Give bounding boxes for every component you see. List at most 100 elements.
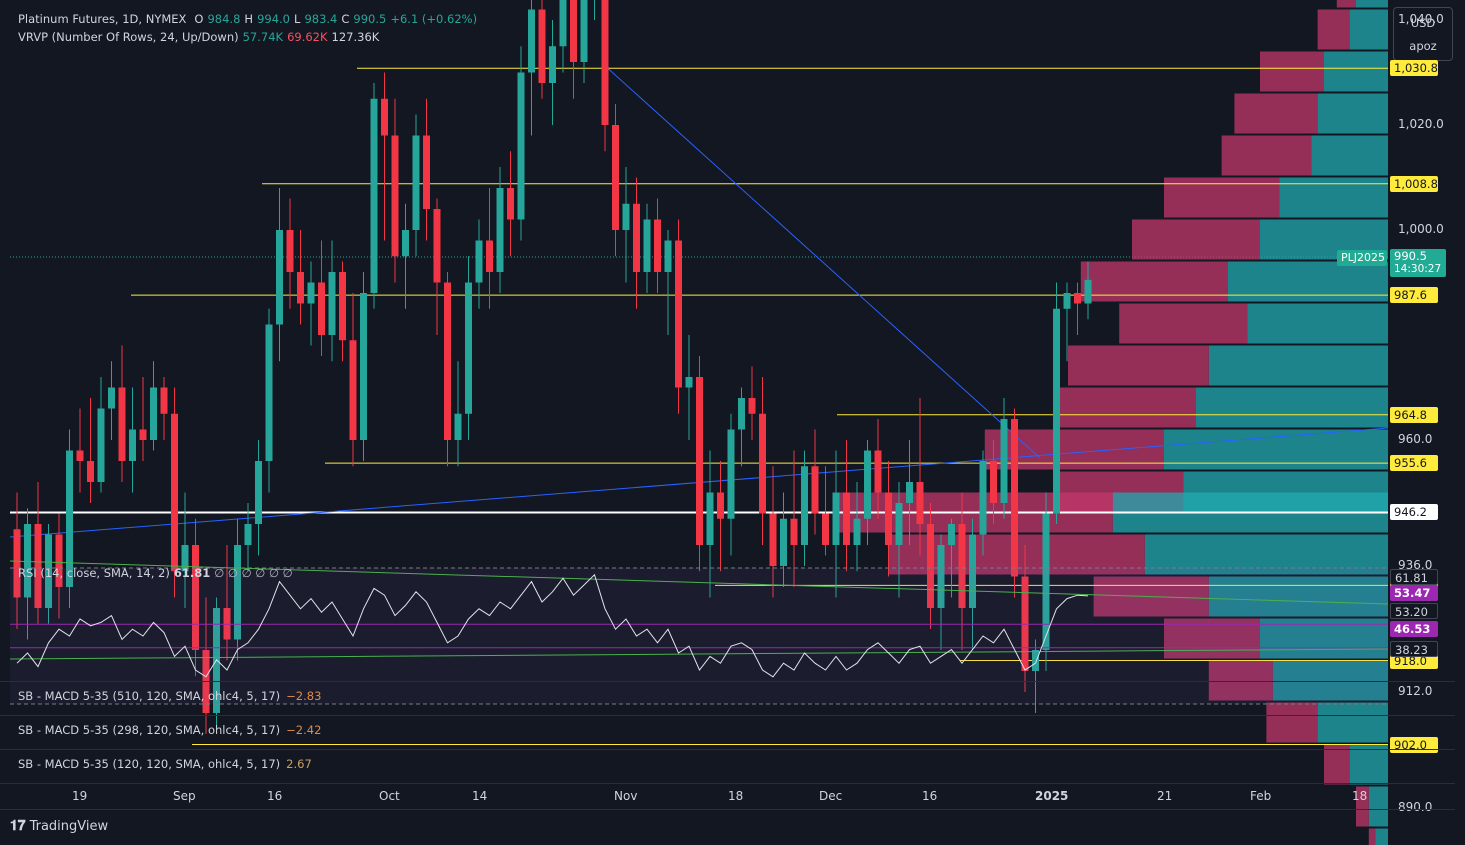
candle-body [601, 0, 609, 125]
candle [601, 0, 609, 152]
pane-divider [0, 783, 1455, 784]
candle [654, 198, 661, 293]
candle [276, 188, 283, 362]
macd-legend-2[interactable]: SB - MACD 5-35 (298, 120, SMA, ohlc4, 5,… [18, 723, 321, 737]
candle [801, 450, 808, 566]
candle [696, 356, 703, 572]
candle [118, 345, 126, 482]
rsi-axis-tag: 53.47 [1390, 585, 1438, 601]
symbol-title[interactable]: Platinum Futures, 1D, NYMEX [18, 12, 187, 26]
low-label: L [294, 12, 301, 26]
candle-body [790, 518, 798, 545]
vrvp-legend[interactable]: VRVP (Number Of Rows, 24, Up/Down) 57.74… [18, 30, 379, 44]
candle [675, 219, 682, 414]
candle-body [727, 429, 735, 519]
rsi-label[interactable]: RSI (14, close, SMA, 14, 2) [18, 566, 170, 580]
rsi-axis-tag: 46.53 [1390, 621, 1438, 637]
candle [769, 466, 777, 598]
candle [433, 198, 441, 335]
rsi-upper-trend [9, 560, 1389, 605]
change-value: +6.1 (+0.62%) [390, 12, 478, 26]
candle-body [811, 466, 819, 514]
candle [517, 46, 525, 241]
rsi-legend[interactable]: RSI (14, close, SMA, 14, 2) 61.81 ∅ ∅ ∅ … [18, 566, 293, 580]
time-tick: Oct [379, 789, 400, 803]
candle [594, 0, 595, 20]
candle [76, 408, 84, 493]
pane-divider[interactable] [0, 715, 1455, 716]
candle [1000, 398, 1008, 519]
candle [570, 0, 577, 99]
vp-up-bar [1356, 0, 1388, 8]
candle [853, 482, 861, 572]
candle [66, 429, 73, 608]
vp-up-bar [1375, 828, 1388, 845]
pane-divider[interactable] [0, 681, 1455, 682]
candle-body [549, 46, 556, 83]
time-tick: Dec [819, 789, 843, 803]
candle-body [874, 450, 882, 493]
candle-body [570, 0, 577, 62]
candle-body [1063, 293, 1071, 309]
candle [580, 0, 588, 83]
symbol-legend[interactable]: Platinum Futures, 1D, NYMEX O 984.8 H 994.… [18, 12, 477, 26]
level-price-tag: 1,030.8 [1390, 60, 1438, 77]
candle-body [360, 293, 367, 440]
vp-up-bar [1208, 345, 1388, 386]
candle [181, 492, 189, 608]
candle-body [328, 272, 336, 335]
tradingview-logo[interactable]: 𝟏𝟕 TradingView [10, 818, 108, 834]
candle-body [108, 387, 115, 409]
candle-body [654, 219, 661, 272]
vrvp-label[interactable]: VRVP (Number Of Rows, 24, Up/Down) [18, 30, 239, 44]
candle-body [969, 534, 976, 608]
candle-body [118, 387, 126, 461]
candle [885, 461, 892, 577]
candle-body [780, 518, 787, 566]
candle [360, 272, 367, 461]
candle [286, 198, 294, 309]
rsi-lower-trend [9, 648, 1389, 660]
macd-legend-1[interactable]: SB - MACD 5-35 (510, 120, SMA, ohlc4, 5,… [18, 689, 321, 703]
candle [318, 240, 325, 356]
candle [874, 419, 882, 519]
candle-body [1011, 419, 1018, 577]
candle-body [129, 429, 136, 461]
price-tick: 912.0 [1398, 684, 1433, 698]
last-price-tag: 990.5 14:30:27 [1390, 249, 1446, 277]
price-tick: 960.0 [1398, 432, 1433, 446]
close-label: C [341, 12, 350, 26]
macd-legend-3[interactable]: SB - MACD 5-35 (120, 120, SMA, ohlc4, 5,… [18, 757, 312, 771]
candle [255, 440, 262, 556]
candle-body [402, 230, 409, 257]
candle-body [24, 524, 31, 598]
vrvp-total: 127.36K [331, 30, 380, 44]
candle-body [244, 524, 252, 545]
macd-value: −2.83 [286, 689, 322, 703]
candle-body [706, 492, 714, 545]
high-value: 994.0 [257, 12, 291, 26]
vp-up-bar [1196, 387, 1388, 428]
candle-body [475, 240, 483, 283]
candle [349, 293, 357, 467]
candle [139, 377, 147, 461]
currency-unit-button[interactable]: USD apoz [1393, 7, 1453, 61]
candle-body [990, 461, 997, 503]
candle [1084, 261, 1092, 320]
pane-divider[interactable] [0, 749, 1455, 750]
candle-body [979, 461, 987, 535]
open-value: 984.8 [207, 12, 241, 26]
vp-up-bar [1260, 618, 1388, 659]
candle-body [55, 534, 63, 587]
candle-body [307, 282, 315, 304]
candle [895, 482, 903, 598]
vp-down-bar [1368, 828, 1376, 845]
candle [990, 440, 997, 524]
candle-body [832, 492, 840, 545]
candle-body [276, 230, 283, 325]
candle [612, 104, 619, 257]
time-tick: 16 [267, 789, 283, 803]
candle-body [643, 219, 651, 272]
candle [129, 387, 136, 493]
